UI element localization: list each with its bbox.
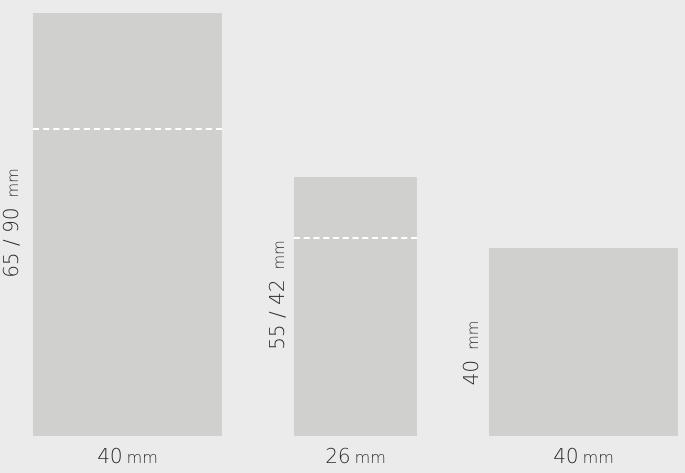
product-1-height-unit: mm: [4, 168, 22, 198]
product-2-height-unit: mm: [270, 240, 288, 270]
product-2-width-label: 26 mm: [294, 446, 417, 466]
product-2-height-value: 55 / 42: [265, 279, 289, 350]
product-3-width-label: 40 mm: [489, 446, 678, 466]
product-2-width-unit: mm: [354, 448, 386, 467]
product-2-shape: [294, 177, 417, 436]
product-1-shape: [33, 13, 222, 436]
product-1-width-label: 40 mm: [33, 446, 222, 466]
product-1-width-unit: mm: [126, 448, 158, 467]
product-3-width-value: 40: [553, 444, 579, 468]
product-2-width-value: 26: [325, 444, 351, 468]
product-1-dashed-line: [33, 128, 222, 130]
product-1-height-label: 65 / 90 mm: [0, 163, 25, 283]
product-3-shape: [489, 248, 678, 436]
product-2-height-label: 55 / 42 mm: [265, 235, 291, 355]
product-3-height-value: 40: [459, 359, 483, 386]
product-3-height-label: 40 mm: [459, 301, 485, 405]
product-3-height-unit: mm: [464, 320, 482, 350]
product-2-dashed-line: [294, 237, 417, 239]
product-1-width-value: 40: [97, 444, 123, 468]
product-1-height-value: 65 / 90: [0, 207, 23, 278]
product-3-width-unit: mm: [582, 448, 614, 467]
